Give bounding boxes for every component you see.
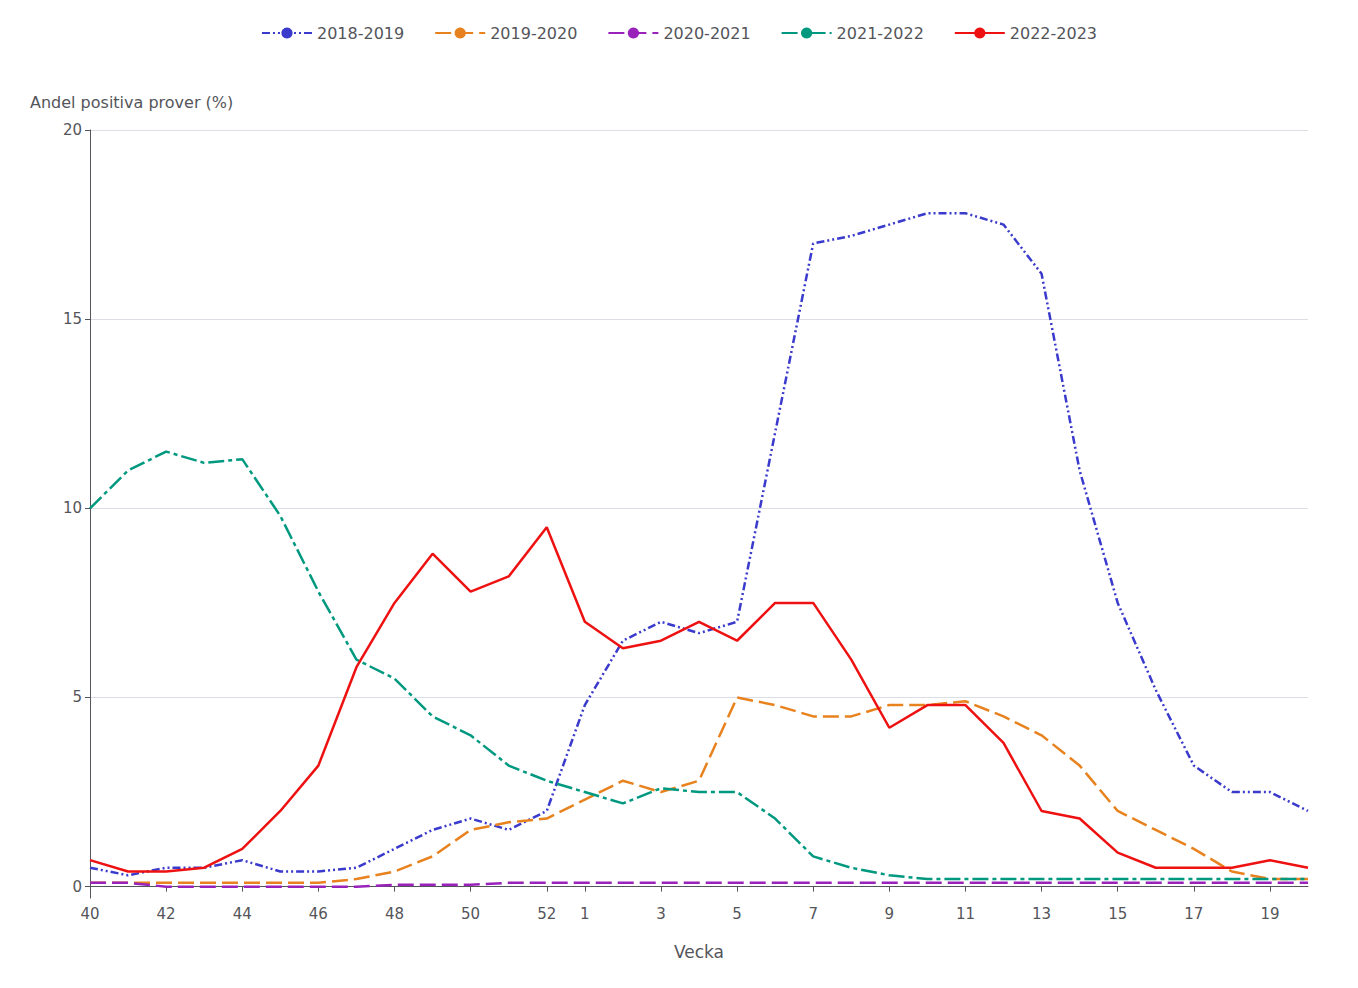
svg-text:17: 17: [1184, 905, 1203, 923]
svg-text:48: 48: [385, 905, 404, 923]
svg-text:2019-2020: 2019-2020: [490, 24, 577, 43]
svg-text:46: 46: [309, 905, 328, 923]
svg-text:Andel positiva prover (%): Andel positiva prover (%): [30, 93, 233, 112]
svg-text:3: 3: [656, 905, 666, 923]
svg-text:0: 0: [72, 878, 82, 896]
svg-text:5: 5: [72, 688, 82, 706]
svg-text:11: 11: [956, 905, 975, 923]
svg-text:7: 7: [808, 905, 818, 923]
svg-text:10: 10: [63, 499, 82, 517]
svg-text:52: 52: [537, 905, 556, 923]
svg-text:2020-2021: 2020-2021: [663, 24, 750, 43]
svg-text:2021-2022: 2021-2022: [837, 24, 924, 43]
svg-text:9: 9: [885, 905, 895, 923]
svg-text:15: 15: [63, 310, 82, 328]
svg-text:15: 15: [1108, 905, 1127, 923]
svg-text:20: 20: [63, 121, 82, 139]
svg-text:13: 13: [1032, 905, 1051, 923]
svg-text:19: 19: [1260, 905, 1279, 923]
svg-text:44: 44: [233, 905, 252, 923]
svg-text:1: 1: [580, 905, 590, 923]
svg-text:40: 40: [80, 905, 99, 923]
svg-text:5: 5: [732, 905, 742, 923]
svg-text:42: 42: [157, 905, 176, 923]
svg-text:2018-2019: 2018-2019: [317, 24, 404, 43]
svg-text:2022-2023: 2022-2023: [1010, 24, 1097, 43]
svg-text:Vecka: Vecka: [674, 942, 724, 962]
svg-text:50: 50: [461, 905, 480, 923]
